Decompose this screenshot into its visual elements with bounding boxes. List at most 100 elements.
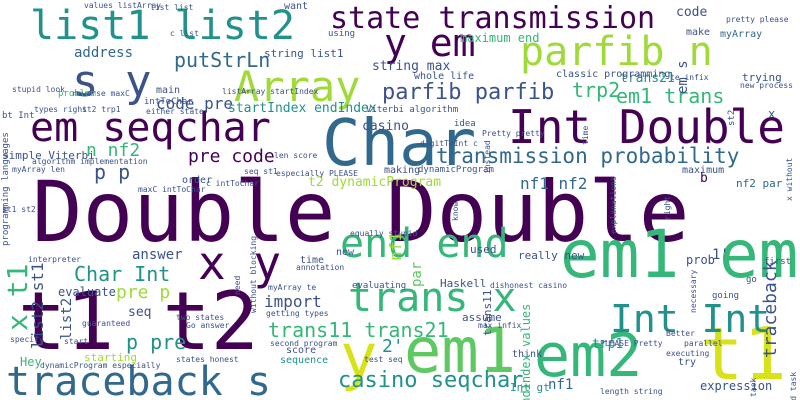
word-whole-life: whole life <box>414 71 475 82</box>
word-p-p: p p <box>94 160 131 184</box>
word-hey: Hey <box>20 355 42 369</box>
word-bt-int: bt Int <box>2 111 35 121</box>
word-em1-mid: em1 <box>404 314 516 387</box>
word-time: time <box>300 255 325 266</box>
word-traceback-vertical: traceback <box>760 260 781 358</box>
word-import: import <box>264 292 322 311</box>
word-programming-languages: programming languages <box>1 132 11 246</box>
word-x-y: x y <box>198 236 282 290</box>
word-used: used <box>470 243 497 256</box>
word-dynamicprogram-especially: dynamicProgram especially <box>40 361 161 370</box>
word-1prime: 1' <box>712 247 729 263</box>
word-string-max: string max <box>372 59 451 74</box>
word-em1-em2: em1 em2 <box>560 216 800 293</box>
word-end-end: end end <box>340 221 509 267</box>
word-p-pre: p pre <box>126 330 187 354</box>
word-state-transmission: state transmission <box>330 1 656 36</box>
word-double-double: Double Double <box>32 163 690 261</box>
word-length-string: length string <box>600 387 663 396</box>
word-parfib-n: parfib n <box>520 29 713 75</box>
word-guaranteed: guaranteed <box>82 319 131 328</box>
word-make: make <box>686 27 711 38</box>
word-te-infix: te infix <box>670 73 709 82</box>
word-st2-vertical: st2 <box>727 110 737 127</box>
word-parfib-parfib: parfib parfib <box>382 80 555 105</box>
word-specify: specify <box>10 335 44 344</box>
word-startindex-endindex: startIndex endIndex <box>228 101 377 116</box>
word-myarray-len: myArray len <box>12 165 65 174</box>
word-digittoint-c: digitToInt c <box>420 139 478 148</box>
word-trp2: trp2 <box>572 78 621 102</box>
word-inttochar: intToChar <box>144 97 193 107</box>
word-code: code <box>676 5 708 20</box>
word-pre-code: pre code <box>188 146 275 167</box>
word-interpreter: interpreter <box>28 255 81 264</box>
word-myarray-te: myArray te <box>268 283 317 292</box>
word-especially-please: especially PLEASE <box>276 169 358 178</box>
word-explanations-vertical: explanations <box>609 176 618 234</box>
word-casino-seqchar: casino seqchar <box>338 368 524 393</box>
word-trying: trying <box>742 71 782 84</box>
word-int-double: Int Double <box>508 100 785 154</box>
word-two-states: two states <box>176 313 225 322</box>
word-maximum: maximum <box>682 165 725 176</box>
word-stupid-look: stupid look <box>12 85 65 94</box>
word-pre-p: pre p <box>116 282 171 303</box>
word-types-right: types right <box>34 105 87 114</box>
word-instead-vertical: instead <box>483 140 492 174</box>
word-classic-programming: classic programming <box>556 69 671 80</box>
word-going: going <box>712 291 740 301</box>
word-traceback-s: traceback s <box>6 359 271 400</box>
word-executing: executing <box>666 349 710 358</box>
word-t1-right: t1 <box>700 312 787 396</box>
word-second-program: second program <box>270 339 338 348</box>
word-start: start <box>64 337 89 346</box>
word-seq-st1: seq st1 <box>244 167 278 176</box>
word-viterbi-algorithm: Viterbi algorithm <box>366 105 459 115</box>
word-nf2-par: nf2 par <box>736 177 783 190</box>
word-answer: answer <box>132 247 183 263</box>
word-want: want <box>284 1 309 12</box>
word-y-low: y <box>340 320 378 393</box>
word-new: new <box>336 247 355 258</box>
word-algorithm-implementation: algorithm implementation <box>32 157 148 166</box>
word-better: Better <box>666 329 695 338</box>
word-go-answer: Go answer <box>186 321 230 330</box>
word-listarray-startindex: listArray startIndex <box>222 87 319 96</box>
word-maxc-inttochar: maxC intToChar <box>138 185 206 194</box>
word-try: try <box>678 357 697 368</box>
word-either-state: either state <box>146 107 204 116</box>
word-test-seq: test seq <box>364 355 403 364</box>
word-trans11-vertical: trans11 <box>481 290 494 337</box>
word-making: making <box>384 165 421 176</box>
word-know-vertical: know <box>451 202 460 222</box>
word-int-int: Int Int <box>610 297 771 341</box>
word-t2-dynamicprogram: t2 dynamicProgram <box>308 175 442 190</box>
word-list2-st1: list2 st1 <box>28 262 47 349</box>
word-dishonest-casino: dishonest casino <box>490 281 568 290</box>
word-s-y: s y <box>72 56 152 107</box>
word-new-process: new process <box>740 81 793 90</box>
word-pretty-please: pretty please <box>726 15 789 24</box>
word-equally-stupid: equally stupid <box>350 229 418 238</box>
word-list2: list2 <box>59 298 75 341</box>
word-problem: problem <box>58 89 96 99</box>
word-evaluating: evaluating <box>352 281 407 291</box>
word-y-em: y em <box>384 21 476 65</box>
word-trans11-trans21: trans11 trans21 <box>268 318 449 342</box>
word-expression: expression <box>700 379 773 393</box>
word-char: Char <box>322 107 477 181</box>
word-st2-trp1: st2 trp1 <box>82 105 121 114</box>
word-max-infix: max infix <box>478 321 522 330</box>
word-go: go <box>746 275 757 285</box>
word-list1-list2: list1 list2 <box>30 3 295 49</box>
word-t1-t2: t1 t2 <box>18 275 259 368</box>
word-necessary-vertical: necessary <box>689 270 698 314</box>
word-x-tr: x <box>768 107 776 121</box>
word-code-pre: code pre <box>156 94 234 113</box>
word-x-without-vertical: x without <box>785 158 794 202</box>
word-sequence: sequence <box>280 355 329 366</box>
word-em1-trans: em1 trans <box>616 84 725 108</box>
word-starting: starting <box>84 351 137 364</box>
